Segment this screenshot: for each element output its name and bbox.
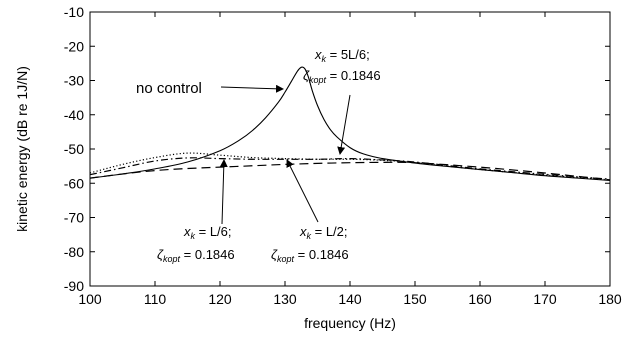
y-tick-label: -20 (64, 38, 84, 54)
x-axis-ticks: 100 110 120 130 140 150 160 170 180 (78, 12, 622, 307)
annotation-l6-x: xk = L/6; (183, 224, 232, 241)
y-tick-label: -60 (64, 175, 84, 191)
annotation-l2-zeta: ζkopt = 0.1846 (271, 247, 349, 264)
arrow-l2 (286, 159, 319, 223)
annotation-5l6-zeta: ζkopt = 0.1846 (303, 68, 381, 85)
x-tick-label: 150 (403, 291, 427, 307)
x-tick-label: 180 (598, 291, 622, 307)
x-axis-title: frequency (Hz) (304, 315, 396, 331)
annotation-no-control: no control (136, 80, 202, 97)
x-tick-label: 120 (208, 291, 232, 307)
x-tick-label: 140 (338, 291, 362, 307)
data-curves (89, 66, 611, 182)
series-line-solid (89, 66, 611, 182)
series-line-dashed (89, 161, 611, 181)
x-tick-label: 130 (273, 291, 297, 307)
annotation-5l6-x: xk = 5L/6; (314, 47, 370, 64)
x-tick-label: 160 (468, 291, 492, 307)
arrow-l6 (219, 159, 228, 225)
y-tick-label: -90 (64, 278, 84, 294)
annotation-l2-x: xk = L/2; (299, 224, 348, 241)
y-tick-label: -10 (64, 4, 84, 20)
series-line-dotted (89, 152, 611, 181)
y-tick-label: -30 (64, 73, 84, 89)
annotation-l6-zeta: ζkopt = 0.1846 (157, 247, 235, 264)
x-tick-label: 110 (144, 291, 167, 307)
arrow-no-control (220, 84, 284, 93)
x-tick-label: 100 (78, 291, 102, 307)
y-axis-ticks: -10 -20 -30 -40 -50 -60 -70 -80 -90 (64, 4, 610, 294)
y-tick-label: -70 (64, 210, 84, 226)
y-axis-title: kinetic energy (dB re 1J/N) (14, 66, 30, 232)
y-tick-label: -40 (64, 107, 84, 123)
x-tick-label: 170 (533, 291, 557, 307)
series-line-dashdot (89, 157, 611, 180)
y-tick-label: -50 (64, 141, 84, 157)
y-tick-label: -80 (64, 244, 84, 260)
arrow-5l6 (337, 94, 351, 155)
